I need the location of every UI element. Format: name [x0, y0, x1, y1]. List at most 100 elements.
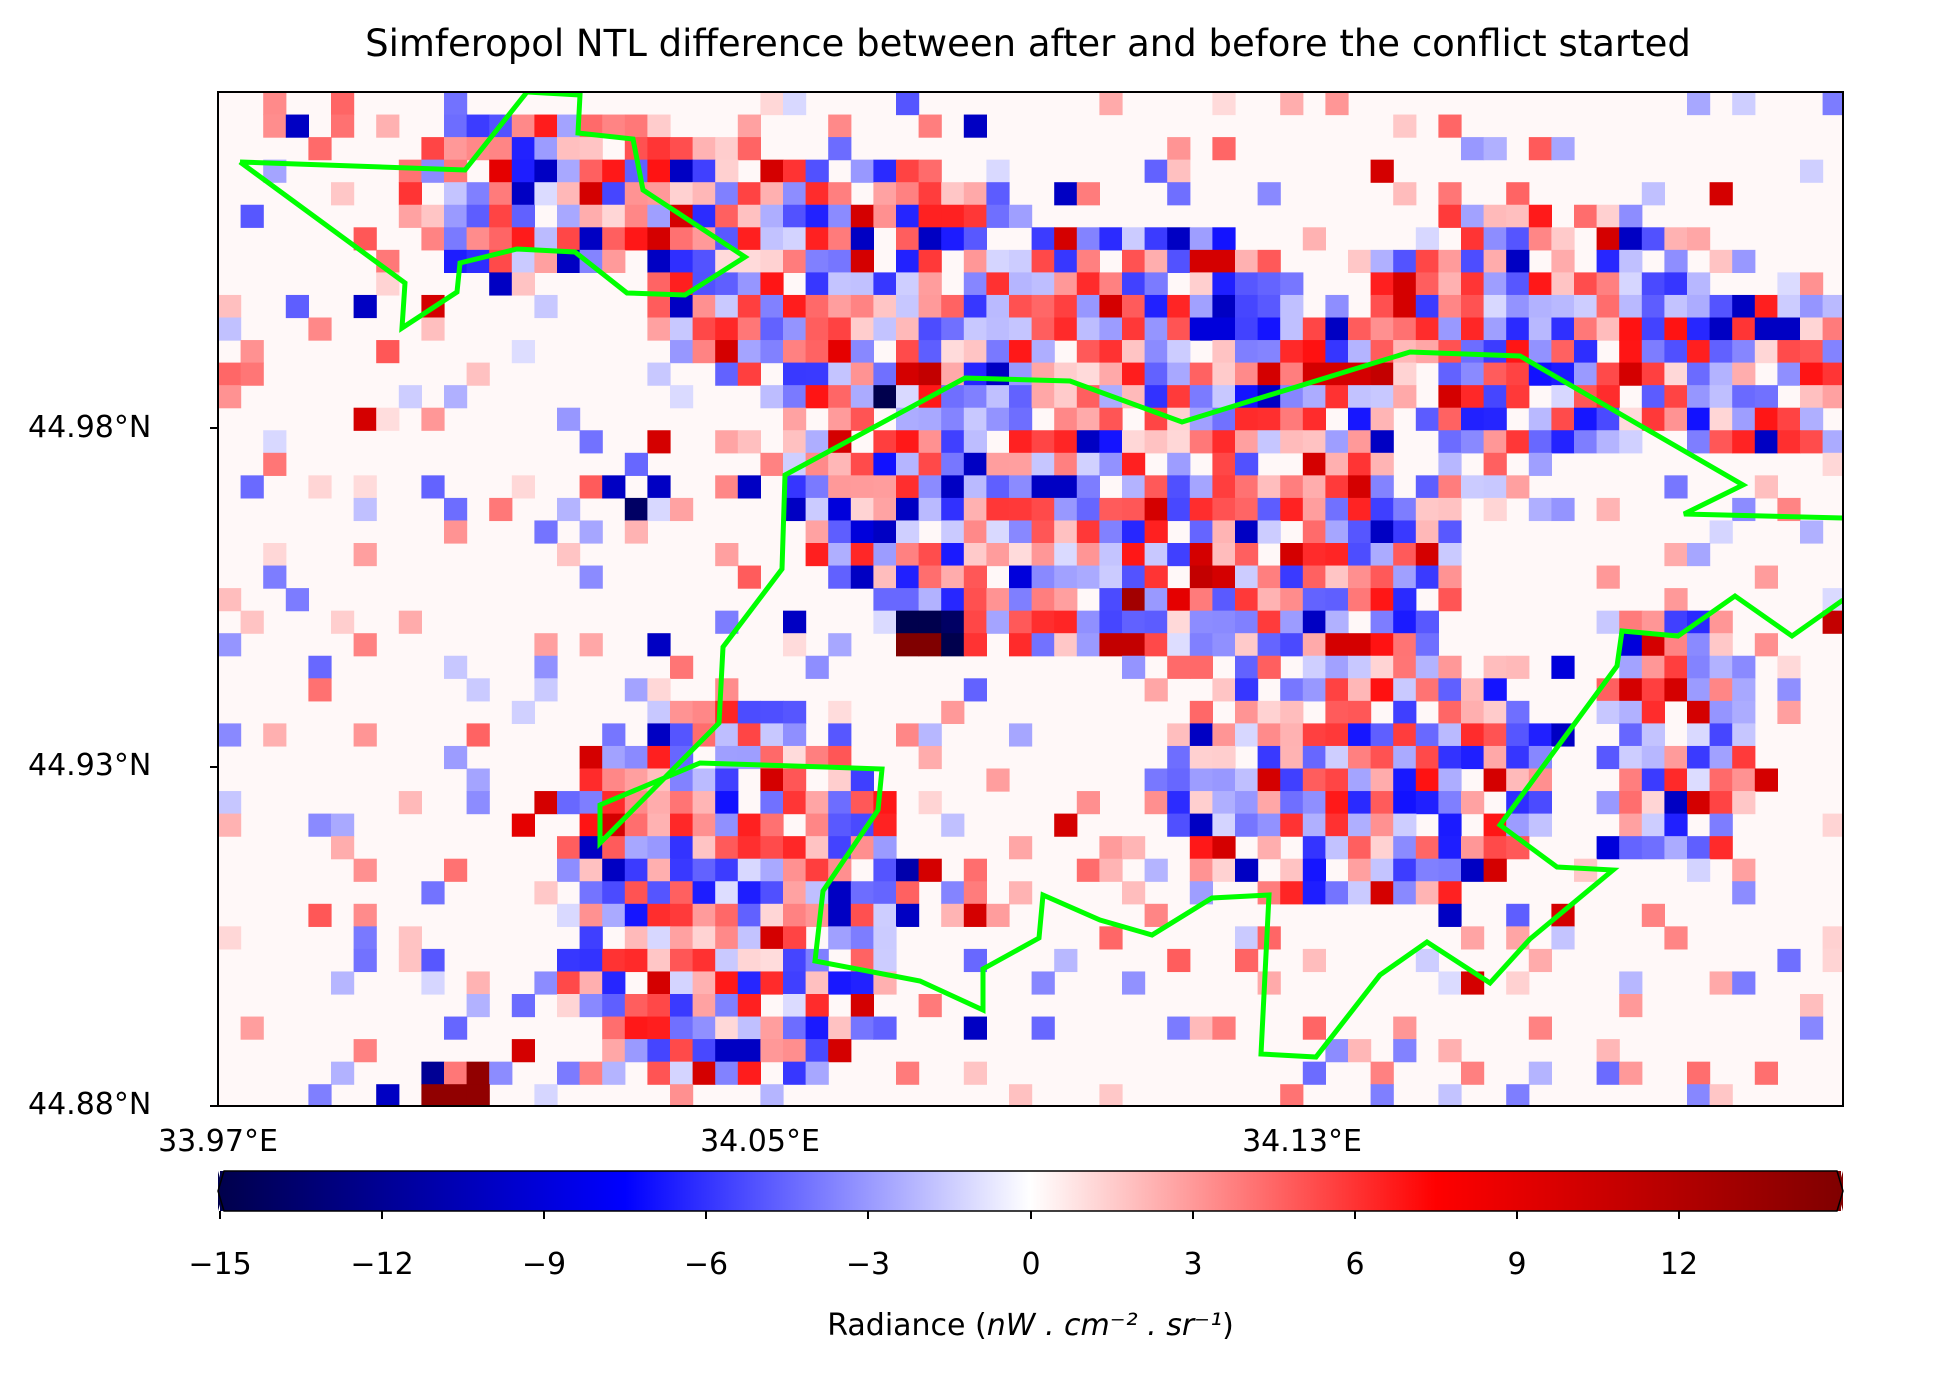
heatmap-cell — [1189, 858, 1213, 882]
heatmap-cell — [1167, 249, 1191, 273]
heatmap-cell — [1461, 791, 1485, 815]
heatmap-cell — [1167, 430, 1191, 454]
heatmap-cell — [760, 272, 784, 296]
heatmap-cell — [602, 745, 626, 770]
heatmap-cell — [1822, 430, 1843, 454]
heatmap-cell — [466, 114, 490, 138]
heatmap-cell — [941, 452, 965, 476]
heatmap-cell — [466, 362, 490, 386]
heatmap-cell — [1732, 858, 1756, 882]
heatmap-cell — [398, 385, 422, 409]
heatmap-cell — [1596, 407, 1620, 431]
heatmap-cell — [805, 813, 829, 837]
heatmap-cell — [1257, 520, 1281, 544]
heatmap-cell — [1009, 475, 1033, 499]
heatmap-cell — [670, 858, 694, 882]
heatmap-cell — [828, 1016, 852, 1040]
heatmap-cell — [1619, 678, 1643, 702]
heatmap-cell — [1777, 317, 1801, 341]
heatmap-cell — [1257, 407, 1281, 431]
heatmap-cell — [263, 565, 287, 589]
heatmap-cell — [986, 588, 1010, 612]
heatmap-cell — [1687, 836, 1711, 860]
heatmap-cell — [1506, 362, 1530, 386]
heatmap-cell — [760, 948, 784, 973]
heatmap-cell — [737, 926, 761, 950]
heatmap-cell — [624, 497, 648, 522]
heatmap-cell — [466, 678, 490, 702]
heatmap-cell — [737, 700, 761, 724]
heatmap-cell — [1325, 543, 1349, 567]
heatmap-cell — [850, 565, 874, 589]
heatmap-cell — [466, 723, 490, 747]
heatmap-cell — [828, 971, 852, 995]
heatmap-cell — [986, 497, 1010, 522]
colorbar-label-units: nW . cm⁻² . sr⁻¹ — [986, 1308, 1223, 1343]
heatmap-cell — [1235, 543, 1259, 567]
heatmap-cell — [805, 430, 829, 454]
heatmap-cell — [1415, 475, 1439, 499]
heatmap-cell — [1483, 249, 1507, 273]
heatmap-cell — [828, 881, 852, 905]
heatmap-cell — [783, 745, 807, 770]
heatmap-cell — [1370, 452, 1394, 476]
heatmap-cell — [873, 903, 897, 927]
heatmap-cell — [1009, 340, 1033, 364]
heatmap-cell — [602, 971, 626, 995]
heatmap-cell — [1483, 294, 1507, 319]
heatmap-cell — [579, 745, 603, 770]
heatmap-cell — [240, 475, 264, 499]
heatmap-cell — [1461, 294, 1485, 319]
heatmap-cell — [489, 137, 513, 161]
heatmap-cell — [1732, 678, 1756, 702]
heatmap-cell — [1235, 294, 1259, 319]
heatmap-cell — [918, 475, 942, 499]
heatmap-cell — [1302, 385, 1326, 409]
heatmap-cell — [624, 1039, 648, 1063]
heatmap-cell — [489, 204, 513, 228]
heatmap-cell — [624, 227, 648, 251]
heatmap-cell — [534, 249, 558, 273]
heatmap-cell — [398, 926, 422, 950]
heatmap-cell — [896, 858, 920, 882]
heatmap-cell — [1619, 836, 1643, 860]
heatmap-cell — [986, 610, 1010, 634]
heatmap-cell — [760, 926, 784, 950]
heatmap-cell — [1822, 610, 1843, 634]
heatmap-cell — [1483, 430, 1507, 454]
heatmap-cell — [1302, 858, 1326, 882]
heatmap-cell — [828, 407, 852, 431]
heatmap-cell — [941, 385, 965, 409]
heatmap-cell — [670, 994, 694, 1018]
heatmap-cell — [534, 678, 558, 702]
heatmap-cell — [1777, 430, 1801, 454]
heatmap-cell — [444, 92, 468, 116]
heatmap-cell — [1302, 768, 1326, 792]
heatmap-cell — [1664, 294, 1688, 319]
heatmap-cell — [1370, 520, 1394, 544]
heatmap-cell — [511, 813, 535, 837]
heatmap-cell — [579, 137, 603, 161]
heatmap-cell — [1709, 362, 1733, 386]
heatmap-cell — [602, 1016, 626, 1040]
heatmap-cell — [331, 114, 355, 138]
heatmap-cell — [1687, 317, 1711, 341]
heatmap-cell — [1596, 836, 1620, 860]
heatmap-cell — [511, 114, 535, 138]
heatmap-cell — [1348, 858, 1372, 882]
heatmap-cell — [421, 475, 445, 499]
heatmap-cell — [986, 407, 1010, 431]
heatmap-cell — [1076, 317, 1100, 341]
heatmap-cell — [805, 520, 829, 544]
heatmap-cell — [398, 159, 422, 183]
heatmap-cell — [421, 317, 445, 341]
heatmap-cell — [850, 227, 874, 251]
heatmap-cell — [873, 836, 897, 860]
heatmap-cell — [1099, 633, 1123, 657]
heatmap-cell — [1302, 452, 1326, 476]
heatmap-cell — [963, 1061, 987, 1085]
heatmap-cell — [1709, 836, 1733, 860]
heatmap-cell — [1031, 340, 1055, 364]
heatmap-cell — [1709, 610, 1733, 634]
heatmap-cell — [240, 610, 264, 634]
